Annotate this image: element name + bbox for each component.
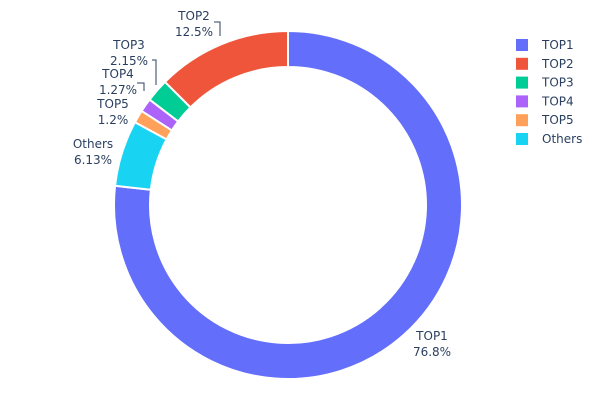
slice-label: Others — [73, 137, 113, 151]
legend-label: TOP4 — [541, 94, 574, 108]
legend-swatch — [516, 76, 528, 89]
legend-label: TOP5 — [541, 113, 574, 127]
legend-item-top5[interactable]: TOP5 — [516, 113, 574, 127]
legend-swatch — [516, 57, 528, 70]
slice-top1[interactable] — [113, 29, 463, 380]
slice-label: TOP2 — [177, 9, 210, 23]
slice-value-label: 1.27% — [99, 83, 137, 97]
legend-label: Others — [542, 132, 582, 146]
legend-swatch — [516, 95, 528, 108]
slice-value-label: 76.8% — [413, 345, 451, 359]
slice-value-label: 12.5% — [175, 25, 213, 39]
slice-value-label: 1.2% — [98, 113, 129, 127]
legend-item-top4[interactable]: TOP4 — [516, 94, 574, 108]
slice-label: TOP4 — [101, 67, 134, 81]
legend-swatch — [516, 39, 528, 51]
legend-swatch — [516, 114, 528, 127]
legend-item-others[interactable]: Others — [516, 132, 582, 146]
legend-item-top1[interactable]: TOP1 — [516, 38, 574, 52]
slice-value-label: 6.13% — [74, 153, 112, 167]
legend-item-top3[interactable]: TOP3 — [516, 76, 574, 90]
slice-label: TOP1 — [415, 329, 448, 343]
slice-label: TOP5 — [96, 97, 129, 111]
legend-label: TOP2 — [541, 57, 574, 71]
slice-label: TOP3 — [112, 38, 145, 52]
legend-label: TOP1 — [541, 38, 574, 52]
legend-item-top2[interactable]: TOP2 — [516, 57, 574, 71]
slice-labels: TOP1 76.8% Others 6.13% TOP5 1.2% TOP4 1.27% TOP… — [73, 9, 451, 359]
legend-swatch — [516, 133, 528, 145]
slices — [113, 29, 463, 380]
slice-value-label: 2.15% — [110, 54, 148, 68]
leader-line — [152, 59, 157, 85]
leader-line — [214, 21, 221, 36]
legend-label: TOP3 — [541, 76, 574, 90]
legend: TOP1 TOP2 TOP3 TOP4 TOP5 Others — [516, 38, 582, 146]
slice-top2[interactable] — [163, 29, 289, 109]
leader-line — [137, 82, 145, 91]
